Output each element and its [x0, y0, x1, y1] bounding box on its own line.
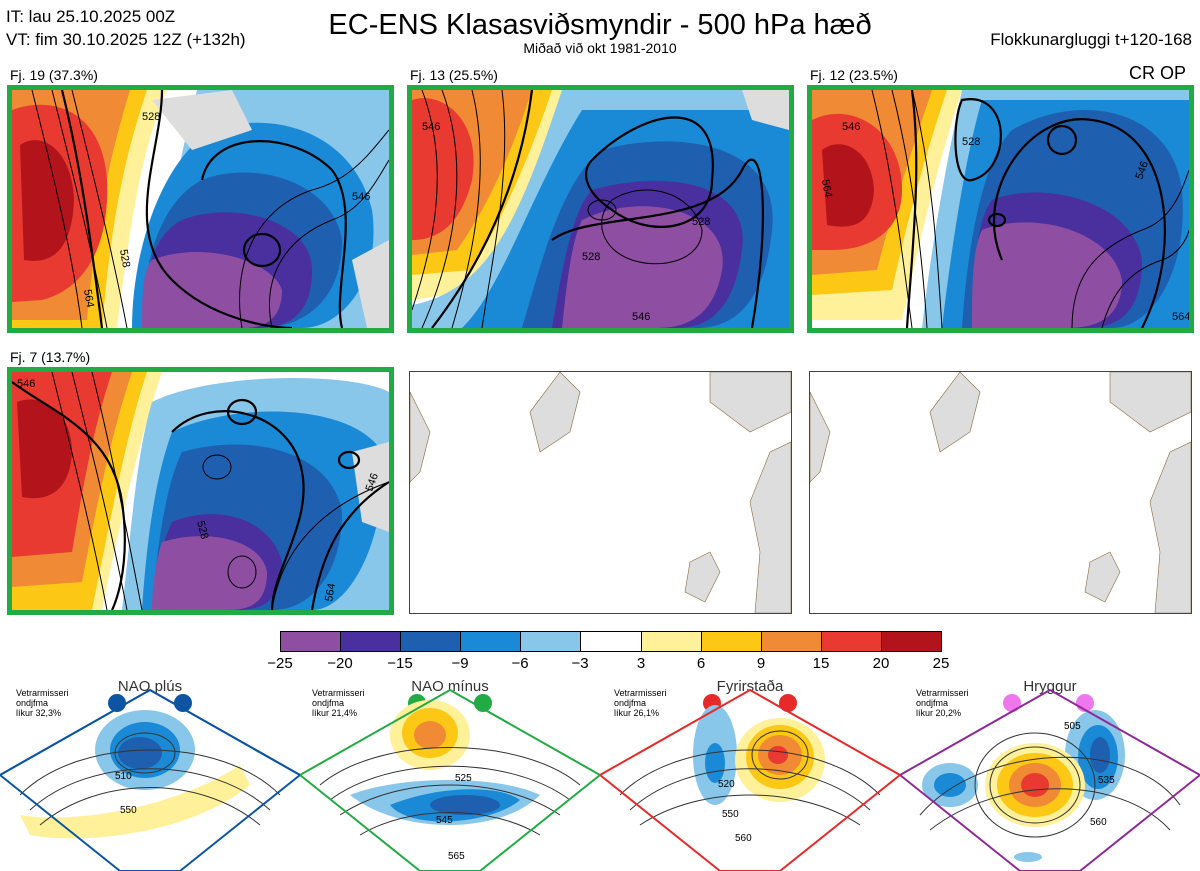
crop-label: CR OP [1128, 63, 1186, 83]
svg-text:546: 546 [352, 191, 370, 203]
svg-text:546: 546 [842, 121, 860, 133]
colorbar-tick: 20 [872, 655, 890, 672]
classification-window: Flokkunargluggi t+120-168 [990, 30, 1192, 49]
panel-label-4: Fj. 7 (13.7%) [10, 349, 91, 365]
svg-text:565: 565 [448, 851, 465, 862]
colorbar-swatch [461, 632, 522, 651]
svg-text:505: 505 [1064, 721, 1081, 732]
colorbar-swatch [281, 632, 342, 651]
svg-text:564: 564 [323, 582, 338, 602]
svg-text:560: 560 [1090, 817, 1107, 828]
colorbar-swatch [821, 632, 882, 651]
cluster-map-2[interactable]: 546 528 546 528 [407, 85, 794, 333]
page-subtitle: Miðað við okt 1981-2010 [523, 40, 677, 56]
svg-text:546: 546 [422, 121, 440, 133]
panel-label-2: Fj. 13 (25.5%) [410, 67, 498, 83]
regime-note: Vetrarmisseri ondjfma líkur 20,2% [916, 688, 969, 718]
colorbar-tick: −6 [511, 655, 529, 672]
cluster-map-4[interactable]: 546 528 546 564 [7, 367, 394, 615]
svg-text:546: 546 [632, 311, 650, 323]
svg-text:528: 528 [692, 216, 710, 228]
regime-blocking[interactable]: Vetrarmisseri ondjfma líkur 26,1% Fyrirsta… [600, 675, 900, 871]
svg-text:528: 528 [142, 111, 160, 123]
svg-text:546: 546 [364, 472, 382, 493]
cluster-map-1[interactable]: 528 528 546 564 [7, 85, 394, 333]
svg-text:520: 520 [718, 779, 735, 790]
regime-title: Hryggur [1023, 678, 1077, 695]
colorbar-tick: 25 [932, 655, 950, 672]
colorbar-tick: −9 [451, 655, 469, 672]
cluster-map-3[interactable]: 546 564 528 546 564 [807, 85, 1194, 333]
colorbar-tick: −3 [571, 655, 589, 672]
colorbar-swatch [881, 632, 942, 651]
empty-map-5 [409, 371, 792, 614]
colorbar-swatch [701, 632, 762, 651]
regime-title: NAO plús [117, 678, 183, 695]
svg-text:564: 564 [1172, 311, 1189, 323]
panel-label-1: Fj. 19 (37.3%) [10, 67, 98, 83]
regime-note: Vetrarmisseri ondjfma líkur 21,4% [312, 688, 365, 718]
svg-text:510: 510 [115, 771, 132, 782]
colorbar-tick: −20 [327, 655, 353, 672]
empty-map-6 [809, 371, 1192, 614]
colorbar-tick: 6 [696, 655, 706, 672]
svg-text:546: 546 [17, 378, 35, 390]
svg-text:545: 545 [436, 815, 453, 826]
svg-text:560: 560 [735, 833, 752, 844]
svg-text:564: 564 [819, 178, 834, 198]
page-title: EC-ENS Klasasviðsmyndir - 500 hPa hæð [328, 9, 872, 41]
colorbar-tick: 9 [756, 655, 766, 672]
colorbar-swatch [521, 632, 582, 651]
regime-note: Vetrarmisseri ondjfma líkur 26,1% [614, 688, 667, 718]
svg-text:528: 528 [117, 248, 132, 268]
colorbar-swatch [401, 632, 462, 651]
valid-time: VT: fim 30.10.2025 12Z (+132h) [6, 30, 246, 49]
colorbar-tick: 15 [812, 655, 830, 672]
regime-nao-minus[interactable]: Vetrarmisseri ondjfma líkur 21,4% NAO mínu… [300, 675, 600, 871]
svg-text:528: 528 [582, 251, 600, 263]
regime-ridge[interactable]: Vetrarmisseri ondjfma líkur 20,2% Hryggur … [900, 675, 1200, 871]
colorbar-swatch [341, 632, 402, 651]
colorbar [280, 631, 942, 652]
svg-text:546: 546 [1134, 160, 1152, 181]
svg-text:528: 528 [194, 520, 210, 541]
colorbar-tick: 3 [636, 655, 646, 672]
regime-title: NAO mínus [411, 678, 489, 695]
svg-text:525: 525 [455, 773, 472, 784]
svg-text:550: 550 [120, 805, 137, 816]
svg-text:528: 528 [962, 136, 980, 148]
svg-text:564: 564 [81, 288, 96, 308]
colorbar-tick: −25 [267, 655, 293, 672]
svg-text:550: 550 [722, 809, 739, 820]
colorbar-swatch [581, 632, 642, 651]
regime-title: Fyrirstaða [716, 678, 784, 695]
panel-label-3: Fj. 12 (23.5%) [810, 67, 898, 83]
init-time: IT: lau 25.10.2025 00Z [6, 7, 176, 26]
regime-note: Vetrarmisseri ondjfma líkur 32,3% [16, 688, 69, 718]
colorbar-swatch [641, 632, 702, 651]
colorbar-tick: −15 [387, 655, 413, 672]
regime-nao-plus[interactable]: Vetrarmisseri ondjfma líkur 32,3% NAO plús… [0, 675, 300, 871]
colorbar-swatch [761, 632, 822, 651]
svg-text:535: 535 [1098, 775, 1115, 786]
header-info: IT: lau 25.10.2025 00Z VT: fim 30.10.202… [6, 5, 246, 51]
